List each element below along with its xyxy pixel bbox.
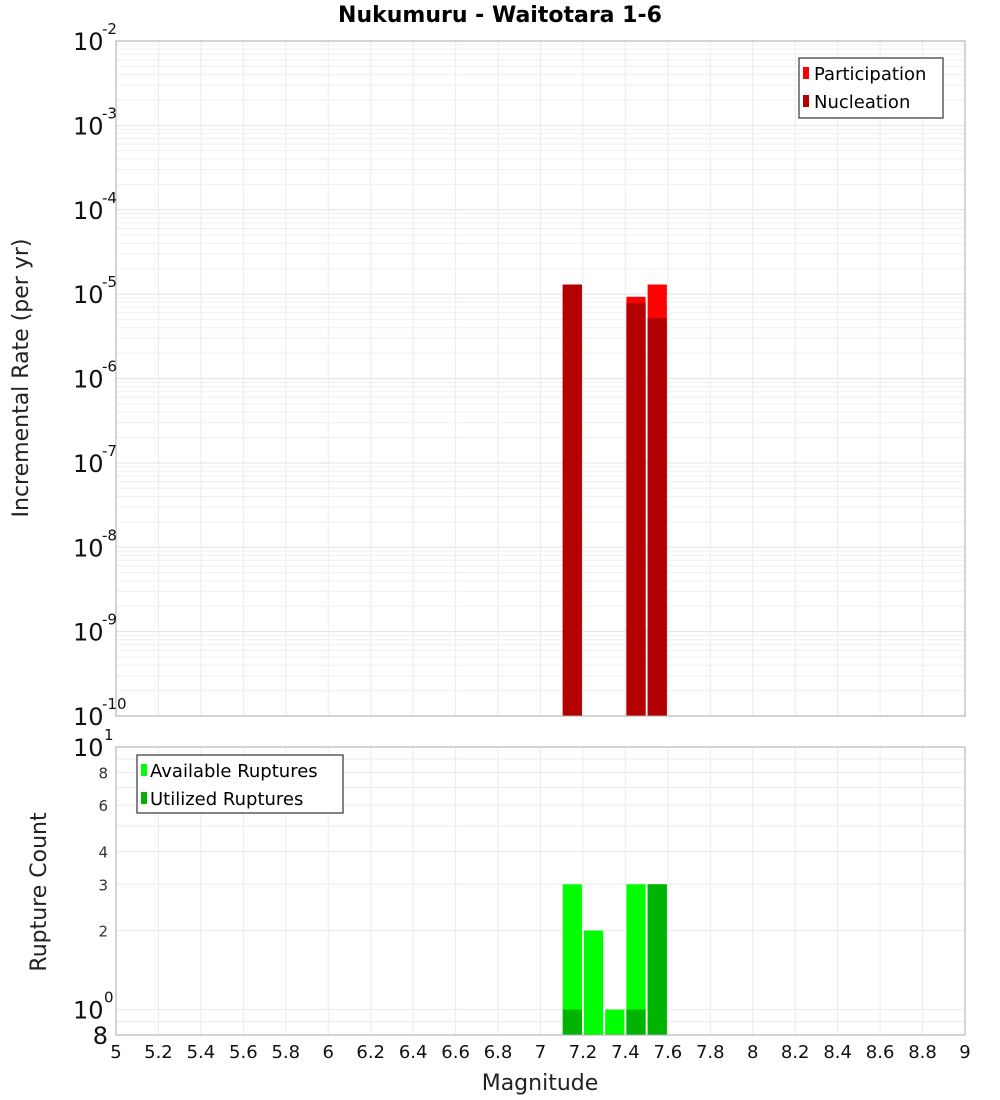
- x-tick-label: 8: [747, 1042, 758, 1063]
- svg-text:-4: -4: [102, 189, 117, 207]
- y-tick-label: 6: [98, 797, 108, 815]
- x-tick-label: 5.4: [187, 1042, 216, 1063]
- svg-text:1: 1: [104, 726, 114, 744]
- bar-available-ruptures: [626, 884, 646, 1035]
- bar-utilized-ruptures: [562, 1009, 582, 1035]
- y-tick-label: 10-5: [73, 273, 117, 309]
- svg-text:-7: -7: [102, 442, 117, 460]
- legend-nucleation: Nucleation: [814, 92, 910, 113]
- x-tick-label: 8.2: [781, 1042, 810, 1063]
- top-plot: 10-210-310-410-510-610-710-810-910-10 In…: [9, 20, 966, 731]
- x-tick-label: 7.8: [696, 1042, 725, 1063]
- y-tick-label: 10-6: [73, 358, 117, 394]
- top-legend: Participation Nucleation: [798, 57, 944, 119]
- svg-text:10: 10: [73, 619, 104, 647]
- legend-participation: Participation: [814, 64, 926, 85]
- y-tick-label: 10-7: [73, 442, 117, 478]
- y-tick-label: 10-2: [73, 20, 117, 56]
- x-tick-label: 6.8: [484, 1042, 513, 1063]
- x-tick-label: 5: [110, 1042, 121, 1063]
- legend-utilized: Utilized Ruptures: [150, 789, 303, 810]
- utilized-swatch: [141, 792, 147, 804]
- svg-text:0: 0: [104, 989, 114, 1007]
- participation-swatch: [803, 67, 809, 79]
- bar-nucleation: [647, 318, 667, 716]
- top-y-ticks: 10-210-310-410-510-610-710-810-910-10: [73, 20, 127, 731]
- svg-text:3: 3: [98, 876, 108, 894]
- x-tick-label: 6.2: [356, 1042, 385, 1063]
- bar-available-ruptures: [605, 1009, 625, 1035]
- y-tick-label: 10-9: [73, 611, 117, 647]
- svg-text:-3: -3: [102, 104, 117, 122]
- x-axis-label: Magnitude: [482, 1071, 599, 1096]
- y-tick-label: 10-3: [73, 104, 117, 140]
- svg-text:-9: -9: [102, 611, 117, 629]
- x-tick-label: 6.4: [399, 1042, 428, 1063]
- x-tick-label: 6.6: [441, 1042, 470, 1063]
- top-bars: [562, 284, 667, 716]
- bar-nucleation: [562, 284, 582, 716]
- x-tick-label: 6: [323, 1042, 334, 1063]
- nucleation-swatch: [803, 95, 809, 107]
- x-tick-label: 5.6: [229, 1042, 258, 1063]
- svg-text:10: 10: [73, 281, 104, 309]
- svg-text:10: 10: [73, 197, 104, 225]
- y-tick-label: 10-8: [73, 526, 117, 562]
- x-tick-label: 7.2: [569, 1042, 598, 1063]
- legend-available: Available Ruptures: [150, 761, 318, 782]
- svg-text:6: 6: [98, 797, 108, 815]
- svg-text:-10: -10: [102, 695, 127, 713]
- svg-text:10: 10: [73, 997, 104, 1025]
- x-ticks: 5 5.2 5.4 5.6 5.8 6 6.2 6.4 6.6 6.8 7 7.2 7.4 7.6 7.8 8…: [110, 1042, 970, 1063]
- top-grid: [115, 41, 966, 717]
- svg-text:10: 10: [73, 28, 104, 56]
- bar-utilized-ruptures: [647, 884, 667, 1035]
- bar-nucleation: [626, 303, 646, 716]
- bar-available-ruptures: [562, 884, 582, 1035]
- svg-text:10: 10: [73, 366, 104, 394]
- svg-text:-5: -5: [102, 273, 117, 291]
- y-tick-label: 10 1: [73, 726, 114, 762]
- svg-text:2: 2: [98, 923, 108, 941]
- svg-text:10: 10: [73, 112, 104, 140]
- svg-text:8: 8: [93, 1022, 108, 1050]
- y-tick-label: 4: [98, 843, 108, 861]
- bottom-bars: [562, 884, 667, 1035]
- svg-text:10: 10: [73, 534, 104, 562]
- svg-text:-6: -6: [102, 358, 117, 376]
- y-tick-label: 8: [93, 1022, 108, 1050]
- y-tick-label: 2: [98, 923, 108, 941]
- x-tick-label: 5.2: [144, 1042, 173, 1063]
- svg-text:8: 8: [98, 764, 108, 782]
- top-y-axis-label: Incremental Rate (per yr): [9, 239, 34, 518]
- available-swatch: [141, 764, 147, 776]
- svg-text:4: 4: [98, 843, 108, 861]
- bar-utilized-ruptures: [626, 1009, 646, 1035]
- svg-text:10: 10: [73, 450, 104, 478]
- x-tick-label: 7.6: [654, 1042, 683, 1063]
- y-tick-label: 10-10: [73, 695, 127, 731]
- x-tick-label: 7.4: [611, 1042, 640, 1063]
- svg-text:10: 10: [73, 703, 104, 731]
- x-tick-label: 8.8: [908, 1042, 937, 1063]
- y-tick-label: 8: [98, 764, 108, 782]
- x-tick-label: 7: [535, 1042, 546, 1063]
- svg-text:-8: -8: [102, 526, 117, 544]
- y-tick-label: 10 0: [73, 989, 114, 1025]
- bottom-y-axis-label: Rupture Count: [27, 812, 52, 972]
- x-tick-label: 9: [959, 1042, 970, 1063]
- x-tick-label: 8.4: [823, 1042, 852, 1063]
- bar-available-ruptures: [583, 930, 604, 1035]
- x-tick-label: 5.8: [271, 1042, 300, 1063]
- bottom-legend: Available Ruptures Utilized Ruptures: [136, 754, 344, 814]
- svg-text:-2: -2: [102, 20, 117, 38]
- svg-text:10: 10: [73, 734, 104, 762]
- y-tick-label: 3: [98, 876, 108, 894]
- y-tick-label: 10-4: [73, 189, 117, 225]
- x-tick-label: 8.6: [866, 1042, 895, 1063]
- chart-title: Nukumuru - Waitotara 1-6: [338, 3, 662, 28]
